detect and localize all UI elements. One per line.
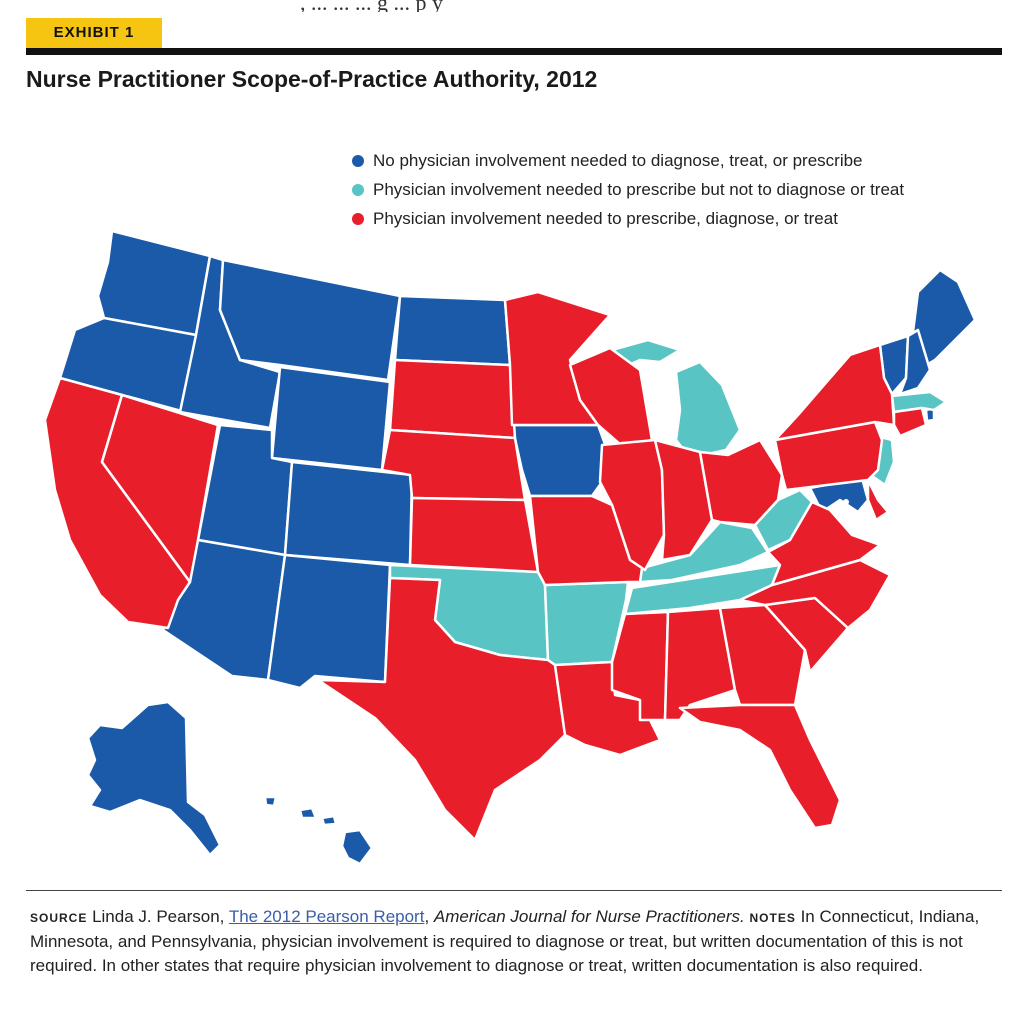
us-map xyxy=(43,229,977,866)
legend-swatch-red xyxy=(352,212,364,225)
legend-label: Physician involvement needed to prescrib… xyxy=(373,179,905,199)
exhibit-label: EXHIBIT 1 xyxy=(26,18,162,48)
source-author: Linda J. Pearson, xyxy=(92,907,225,926)
source-link[interactable]: The 2012 Pearson Report xyxy=(228,907,425,926)
notes-text: In Connecticut, Indiana, Minnesota, and … xyxy=(30,907,980,975)
state-nm xyxy=(266,553,392,690)
state-nd xyxy=(393,294,512,367)
source-journal: American Journal for Nurse Practitioners… xyxy=(433,907,745,926)
legend: No physician involvement needed to diagn… xyxy=(352,146,904,233)
state-ny xyxy=(773,343,896,442)
dc-marker xyxy=(843,499,849,505)
figure-title: Nurse Practitioner Scope-of-Practice Aut… xyxy=(26,66,598,92)
state-nh xyxy=(898,328,932,396)
source-label: SOURCE xyxy=(30,911,88,925)
footer-rule xyxy=(26,890,1002,891)
source-notes: SOURCE Linda J. Pearson, The 2012 Pearso… xyxy=(30,905,990,978)
state-co xyxy=(283,460,414,567)
state-ks xyxy=(408,496,540,574)
state-sd xyxy=(388,358,517,440)
legend-item-prescribe-only: Physician involvement needed to prescrib… xyxy=(352,175,904,204)
cropped-header-fragment: , ... ... ... g ... p y xyxy=(300,0,443,12)
state-hi xyxy=(263,795,374,866)
legend-swatch-blue xyxy=(352,154,364,167)
state-oh xyxy=(698,438,784,527)
state-mo xyxy=(528,494,644,587)
state-nv xyxy=(100,393,220,584)
notes-label: NOTES xyxy=(749,911,796,925)
state-ct xyxy=(892,406,928,438)
state-va xyxy=(766,500,882,587)
state-fl xyxy=(678,703,842,830)
cropped-header-text: , ... ... ... g ... p y xyxy=(0,0,1018,12)
title-rule xyxy=(26,48,1002,55)
source-comma: , xyxy=(424,907,430,926)
legend-item-full-involvement: Physician involvement needed to prescrib… xyxy=(352,204,904,233)
state-wy xyxy=(270,365,392,472)
state-tx xyxy=(316,576,567,842)
legend-label: Physician involvement needed to prescrib… xyxy=(373,208,838,228)
legend-label: No physician involvement needed to diagn… xyxy=(373,150,863,170)
state-mt xyxy=(218,258,402,382)
state-ia xyxy=(510,423,612,498)
legend-swatch-teal xyxy=(352,183,364,196)
legend-item-no-involvement: No physician involvement needed to diagn… xyxy=(352,146,904,175)
state-ak xyxy=(86,700,222,857)
state-pa xyxy=(773,420,884,492)
state-de xyxy=(866,478,890,522)
